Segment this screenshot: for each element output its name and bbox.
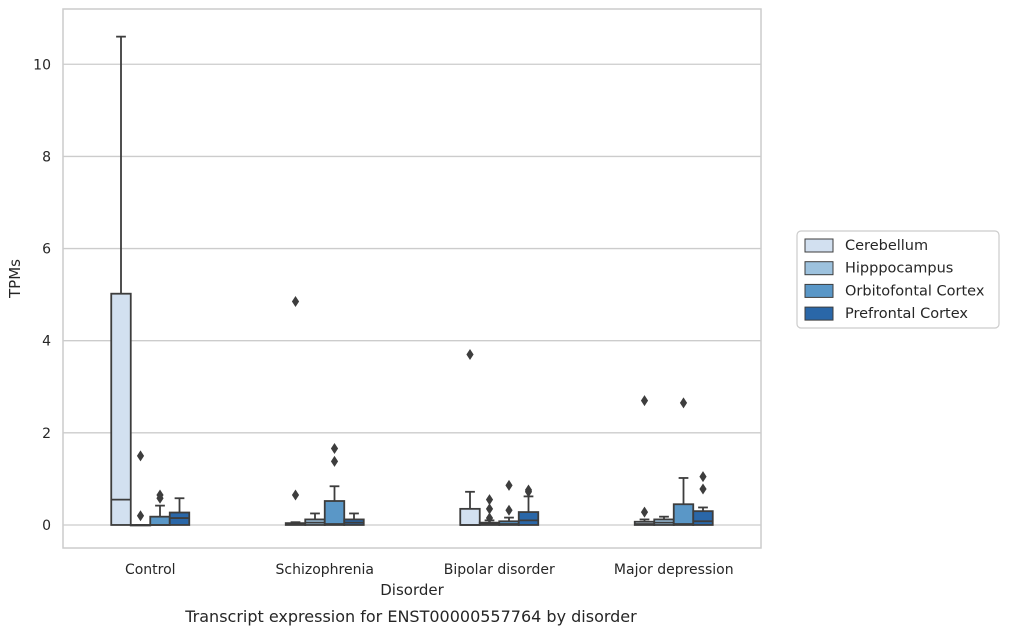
outlier-point xyxy=(466,349,474,361)
outlier-point xyxy=(640,395,649,407)
outlier-point xyxy=(485,494,494,506)
box-series xyxy=(110,35,714,527)
outlier-point xyxy=(136,450,145,462)
legend-swatch xyxy=(804,306,834,321)
box-body xyxy=(672,503,695,526)
outlier-point xyxy=(505,504,513,516)
x-axis-label: Disorder xyxy=(380,581,444,599)
box-orbitofontal-cortex-0 xyxy=(149,489,171,526)
box-hipppocampus-3 xyxy=(653,515,675,526)
outlier-point xyxy=(699,471,707,483)
x-tick-label: Bipolar disorder xyxy=(444,562,555,578)
outlier-point xyxy=(640,506,649,518)
y-tick-label: 8 xyxy=(42,149,51,165)
outlier-point xyxy=(291,296,300,308)
outlier-point xyxy=(485,512,494,524)
legend-label: Prefrontal Cortex xyxy=(845,306,968,322)
box-body xyxy=(517,511,540,526)
box-orbitofontal-cortex-3 xyxy=(672,397,695,526)
box-body xyxy=(459,507,481,526)
box-cerebellum-2 xyxy=(459,349,481,526)
outlier-point xyxy=(330,455,339,467)
legend-swatch xyxy=(804,261,834,276)
legend-label: Orbitofontal Cortex xyxy=(845,283,985,299)
outlier-point xyxy=(505,479,513,491)
legend-frame xyxy=(796,230,1000,329)
box-body xyxy=(149,515,171,526)
box-orbitofontal-cortex-2 xyxy=(498,479,520,526)
outlier-point xyxy=(699,483,707,495)
y-axis-label: TPMs xyxy=(6,259,24,299)
outlier-point xyxy=(330,442,339,454)
y-tick-label: 2 xyxy=(42,426,51,442)
box-body xyxy=(323,500,346,526)
outlier-point xyxy=(679,397,688,409)
legend-swatch xyxy=(804,283,834,298)
box-hipppocampus-0 xyxy=(129,450,152,527)
box-hipppocampus-2 xyxy=(478,494,501,526)
box-cerebellum-3 xyxy=(633,395,656,526)
y-tick-label: 0 xyxy=(42,518,51,534)
box-prefrontal-cortex-3 xyxy=(692,471,714,526)
outlier-point xyxy=(485,503,494,515)
y-gridlines xyxy=(63,63,761,526)
outlier-point xyxy=(524,486,533,498)
box-body xyxy=(692,510,714,526)
chart-caption: Transcript expression for ENST0000055776… xyxy=(184,607,637,626)
x-tick-label: Control xyxy=(125,562,176,578)
x-tick-label: Major depression xyxy=(614,562,734,578)
outlier-point xyxy=(156,492,164,504)
box-cerebellum-0 xyxy=(110,35,132,526)
box-prefrontal-cortex-2 xyxy=(517,484,540,526)
axis-ticks: 0 2 4 6 8 10 Control Schizophrenia Bipolar disor… xyxy=(33,57,733,578)
legend-label: Hipppocampus xyxy=(845,261,953,277)
legend-label: Cerebellum xyxy=(845,238,928,254)
box-cerebellum-1 xyxy=(284,296,307,526)
outlier-point xyxy=(291,489,300,501)
y-tick-label: 4 xyxy=(42,334,51,350)
outlier-point xyxy=(136,510,145,522)
box-orbitofontal-cortex-1 xyxy=(323,442,346,526)
box-body xyxy=(110,292,132,526)
y-tick-label: 6 xyxy=(42,242,51,258)
plot-frame xyxy=(62,8,762,549)
x-tick-label: Schizophrenia xyxy=(276,562,374,578)
box-prefrontal-cortex-0 xyxy=(168,497,191,526)
box-hipppocampus-1 xyxy=(304,512,326,526)
y-tick-label: 10 xyxy=(33,57,51,73)
legend-swatch xyxy=(804,238,834,253)
box-prefrontal-cortex-1 xyxy=(343,512,365,526)
legend: Cerebellum Hipppocampus Orbitofontal Corte… xyxy=(796,230,1000,329)
